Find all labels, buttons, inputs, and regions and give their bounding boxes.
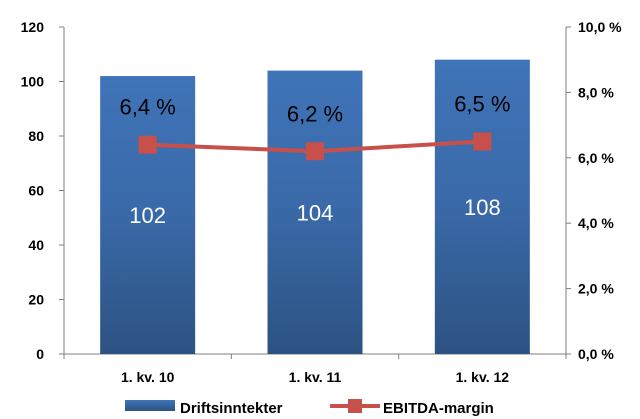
- bar-labels: 102 104 108: [129, 195, 500, 228]
- legend-bar-swatch: [125, 400, 175, 411]
- left-tick-label: 100: [21, 74, 45, 90]
- right-tick-label: 4,0 %: [578, 215, 614, 231]
- line-series: [138, 132, 492, 161]
- right-tick-label: 0,0 %: [578, 346, 614, 362]
- right-tick-label: 10,0 %: [578, 19, 622, 35]
- margin-value-label: 6,2 %: [287, 101, 343, 126]
- left-tick-label: 20: [28, 292, 44, 308]
- right-tick-label: 6,0 %: [578, 150, 614, 166]
- bar-value-label: 108: [464, 195, 501, 220]
- margin-value-label: 6,4 %: [120, 95, 176, 120]
- legend-label: EBITDA-margin: [383, 400, 494, 417]
- right-tick-label: 8,0 %: [578, 84, 614, 100]
- legend-marker-swatch: [348, 399, 362, 413]
- bar: [267, 70, 363, 354]
- margin-value-label: 6,5 %: [454, 91, 510, 116]
- bar: [100, 76, 196, 355]
- left-tick-label: 0: [36, 346, 44, 362]
- ebitda-marker: [473, 132, 492, 151]
- axes: 0 20 40 60 80 100 120 0,0 % 2,0 % 4,0 % 6,0 % 8,0 %…: [21, 19, 622, 385]
- left-tick-label: 40: [28, 237, 44, 253]
- x-tick-label: 1. kv. 11: [289, 369, 342, 385]
- bar-value-label: 104: [297, 200, 334, 225]
- bars: [100, 59, 530, 355]
- bar: [434, 59, 530, 354]
- right-tick-label: 2,0 %: [578, 281, 614, 297]
- ebitda-marker: [306, 142, 324, 161]
- legend: Driftsinntekter EBITDA-margin: [125, 399, 494, 417]
- x-tick-label: 1. kv. 12: [456, 369, 510, 385]
- ebitda-marker: [138, 135, 157, 154]
- bar-value-label: 102: [129, 203, 166, 228]
- legend-label: Driftsinntekter: [180, 400, 283, 417]
- left-tick-label: 120: [21, 19, 45, 35]
- x-tick-label: 1. kv. 10: [121, 369, 175, 385]
- left-tick-label: 60: [28, 183, 44, 199]
- left-tick-label: 80: [28, 128, 44, 144]
- pct-labels: 6,4 % 6,2 % 6,5 %: [120, 91, 511, 126]
